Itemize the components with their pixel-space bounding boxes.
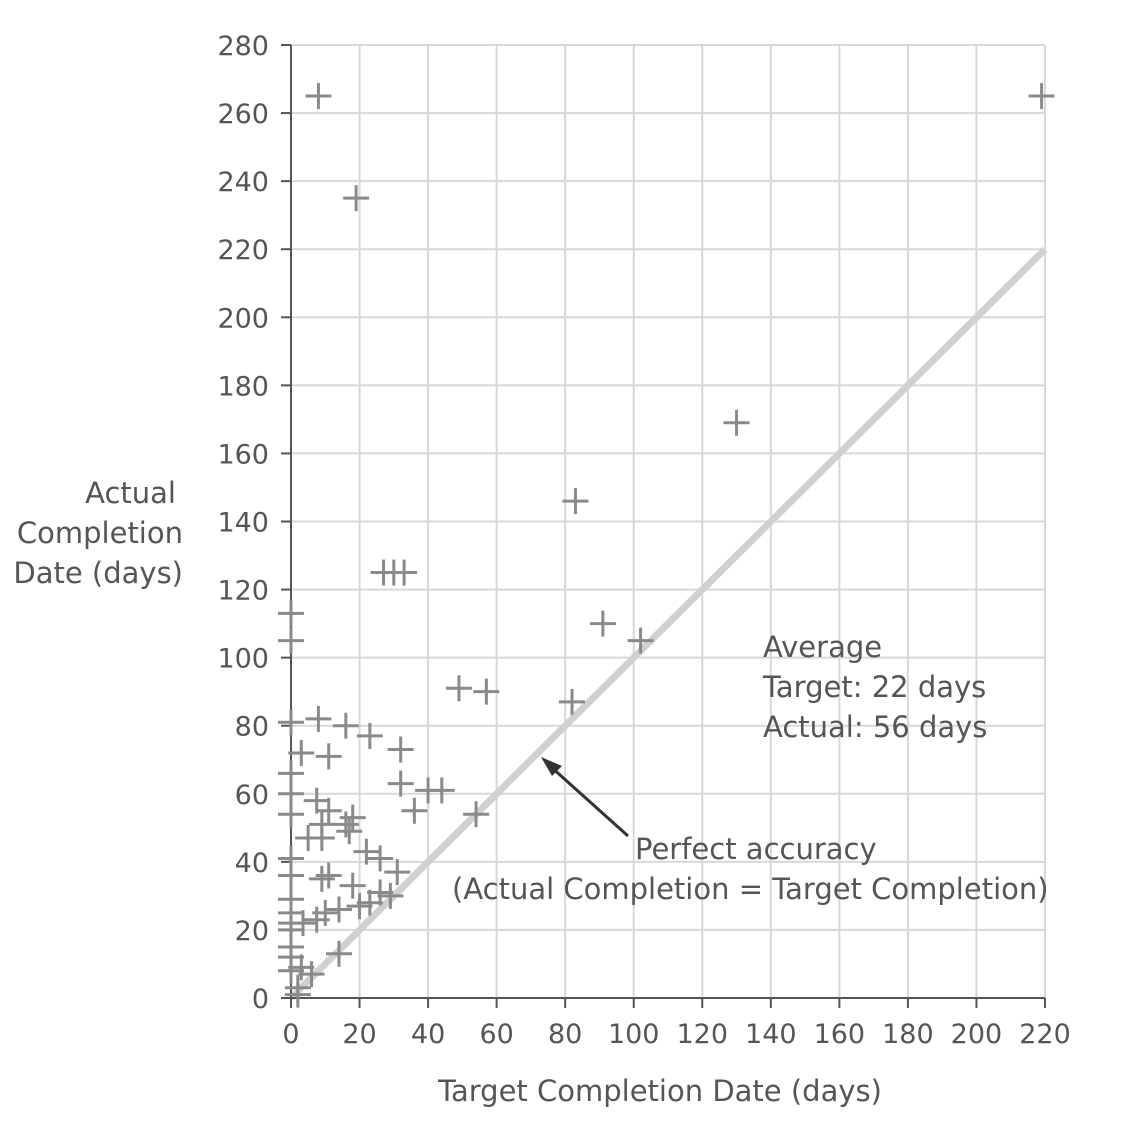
data-point <box>288 954 315 981</box>
data-point <box>325 940 352 967</box>
y-tick-label: 60 <box>235 780 269 811</box>
data-point <box>562 488 589 515</box>
average-target-label: Target: 22 days <box>762 670 986 704</box>
y-tick-label: 240 <box>217 167 269 198</box>
y-tick-label: 80 <box>235 712 269 743</box>
y-tick-label: 220 <box>217 235 269 266</box>
y-tick-label: 0 <box>252 984 269 1015</box>
data-point <box>315 862 342 889</box>
data-point <box>356 889 383 916</box>
perfect-accuracy-formula: (Actual Completion = Target Completion) <box>452 872 1049 906</box>
average-actual-label: Actual: 56 days <box>763 710 987 744</box>
y-tick-label: 160 <box>217 439 269 470</box>
data-point <box>303 906 330 933</box>
data-point <box>305 83 332 110</box>
data-point <box>336 818 363 845</box>
data-point <box>298 961 325 988</box>
data-point <box>339 804 366 831</box>
data-point <box>284 981 311 1008</box>
data-point <box>559 688 586 715</box>
data-point <box>305 705 332 732</box>
data-point <box>278 957 304 984</box>
data-point <box>315 797 342 824</box>
data-point <box>278 627 304 654</box>
perfect-accuracy-line <box>288 246 1048 1001</box>
x-tick-label: 100 <box>608 1019 660 1050</box>
axes <box>281 44 1046 1008</box>
data-point <box>278 801 304 828</box>
data-point <box>445 675 472 702</box>
data-point <box>401 797 428 824</box>
data-point <box>723 409 750 436</box>
data-point <box>387 736 414 763</box>
x-tick-label: 80 <box>548 1019 582 1050</box>
data-point <box>428 777 455 804</box>
x-tick-label: 40 <box>411 1019 445 1050</box>
data-point <box>377 882 404 909</box>
data-point <box>339 872 366 899</box>
data-point <box>278 709 304 736</box>
y-tick-label: 280 <box>217 31 269 62</box>
data-point <box>346 893 373 920</box>
y-axis-label-line-3: Date (days) <box>13 556 183 590</box>
y-tick-label: 100 <box>217 644 269 675</box>
data-point <box>391 559 418 586</box>
x-tick-label: 120 <box>676 1019 728 1050</box>
x-axis-label: Target Completion Date (days) <box>437 1074 882 1108</box>
data-point <box>315 743 342 770</box>
data-point <box>384 859 411 886</box>
data-point <box>473 678 500 705</box>
data-point <box>367 845 394 872</box>
perfect-accuracy-label: Perfect accuracy <box>635 832 877 866</box>
x-tick-label: 60 <box>479 1019 513 1050</box>
data-point <box>463 801 490 828</box>
data-point <box>589 610 616 637</box>
y-axis-label-line-2: Completion <box>17 516 183 550</box>
data-point <box>332 811 359 838</box>
data-point <box>387 770 414 797</box>
data-point <box>308 865 335 892</box>
y-tick-label: 40 <box>235 848 269 879</box>
data-point <box>288 739 315 766</box>
data-point <box>278 600 304 627</box>
x-tick-label: 0 <box>282 1019 299 1050</box>
annotation-arrow <box>548 764 630 838</box>
y-tick-label: 200 <box>217 303 269 334</box>
data-point <box>367 879 394 906</box>
y-tick-label: 120 <box>217 576 269 607</box>
y-tick-label: 180 <box>217 371 269 402</box>
data-point <box>303 787 330 814</box>
x-tick-label: 160 <box>814 1019 866 1050</box>
x-tick-label: 200 <box>951 1019 1003 1050</box>
x-tick-label: 220 <box>1019 1019 1071 1050</box>
x-tick-label: 180 <box>882 1019 934 1050</box>
y-tick-label: 20 <box>235 916 269 947</box>
data-point <box>353 838 380 865</box>
y-axis-label-line-1: Actual <box>85 476 176 510</box>
y-tick-label: 260 <box>217 99 269 130</box>
data-point <box>356 722 383 749</box>
tick-labels: 0 20 40 60 80 100 120 140 160 180 200 220 0 20 40 60 80 1… <box>217 31 1070 1050</box>
data-point <box>308 825 335 852</box>
data-points <box>278 83 1055 1008</box>
data-point <box>278 862 304 889</box>
data-point <box>627 627 654 654</box>
x-tick-label: 140 <box>745 1019 797 1050</box>
data-point <box>332 712 359 739</box>
data-point <box>1028 83 1055 110</box>
average-label: Average <box>763 630 882 664</box>
data-point <box>343 185 370 212</box>
arrow-head-icon <box>541 757 562 776</box>
x-tick-label: 20 <box>342 1019 376 1050</box>
y-tick-label: 140 <box>217 508 269 539</box>
data-point <box>325 896 352 923</box>
